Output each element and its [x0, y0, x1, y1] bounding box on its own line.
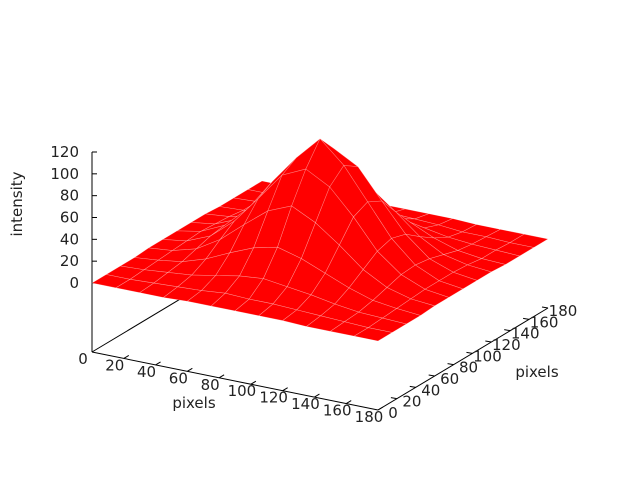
surface-patch [381, 308, 422, 325]
z-tick-label: 20 [60, 252, 79, 270]
x-tick-label: 80 [201, 376, 220, 394]
surface-patch [367, 317, 408, 333]
z-tick-label: 60 [60, 209, 79, 227]
x-tick [187, 367, 193, 372]
y-tick-label: 120 [492, 336, 521, 354]
y-tick-label: 20 [402, 393, 421, 411]
y-tick-label: 100 [473, 347, 502, 365]
surface-patch [438, 271, 478, 290]
surface-patch [424, 280, 464, 298]
x-tick-label: 140 [291, 395, 320, 413]
y-tick [409, 385, 416, 388]
surface-patch [410, 288, 450, 307]
surface-patch [466, 258, 507, 273]
x-tick-label: 20 [105, 356, 124, 374]
y-tick [390, 397, 397, 400]
z-tick-label: 0 [69, 274, 79, 292]
y-tick-label: 140 [511, 325, 540, 343]
surface-patch [353, 327, 393, 342]
x-tick [250, 380, 257, 385]
y-tick-label: 0 [388, 404, 398, 422]
x-axis-label: pixels [172, 394, 216, 412]
y-tick-label: 180 [549, 302, 578, 320]
x-tick [314, 393, 320, 398]
surface-patch [509, 233, 549, 248]
x-tick [218, 374, 225, 379]
y-tick [523, 317, 530, 320]
x-axis-line [91, 351, 379, 411]
y-tick [428, 374, 435, 377]
y-axis-label: pixels [515, 363, 559, 381]
y-tick-label: 80 [459, 359, 478, 377]
x-tick-label: 60 [169, 369, 188, 387]
x-tick [377, 406, 384, 411]
y-tick [504, 329, 511, 332]
surface-patch [395, 298, 436, 316]
x-tick-label: 180 [355, 408, 384, 426]
y-tick [447, 363, 454, 366]
surface-patch [494, 242, 535, 257]
x-tick-label: 120 [259, 389, 288, 407]
x-tick [155, 361, 161, 366]
z-axis-label: intensity [8, 171, 26, 236]
y-axis-line [377, 307, 549, 411]
surface [91, 138, 549, 342]
z-tick-label: 40 [60, 230, 79, 248]
x-tick-label: 100 [228, 382, 257, 400]
y-tick [541, 306, 549, 309]
z-tick-label: 120 [50, 143, 79, 161]
z-tick-label: 80 [60, 187, 79, 205]
y-tick-label: 60 [440, 370, 459, 388]
x-tick [345, 400, 352, 404]
z-tick-label: 100 [50, 165, 79, 183]
surface-patch [452, 264, 493, 281]
y-tick [485, 340, 492, 343]
tick-labels: 0 20 40 60 80 100 120 140 160 180 0204060801001201… [50, 143, 577, 426]
y-tick [466, 351, 473, 354]
x-tick-label: 40 [137, 363, 156, 381]
x-tick-label: 160 [323, 402, 352, 420]
x-tick-label: 0 [78, 350, 88, 368]
y-tick-label: 40 [421, 381, 440, 399]
x-tick [282, 387, 288, 392]
x-tick [123, 355, 130, 359]
surface-patch [480, 249, 521, 265]
y-tick-label: 160 [530, 313, 559, 331]
